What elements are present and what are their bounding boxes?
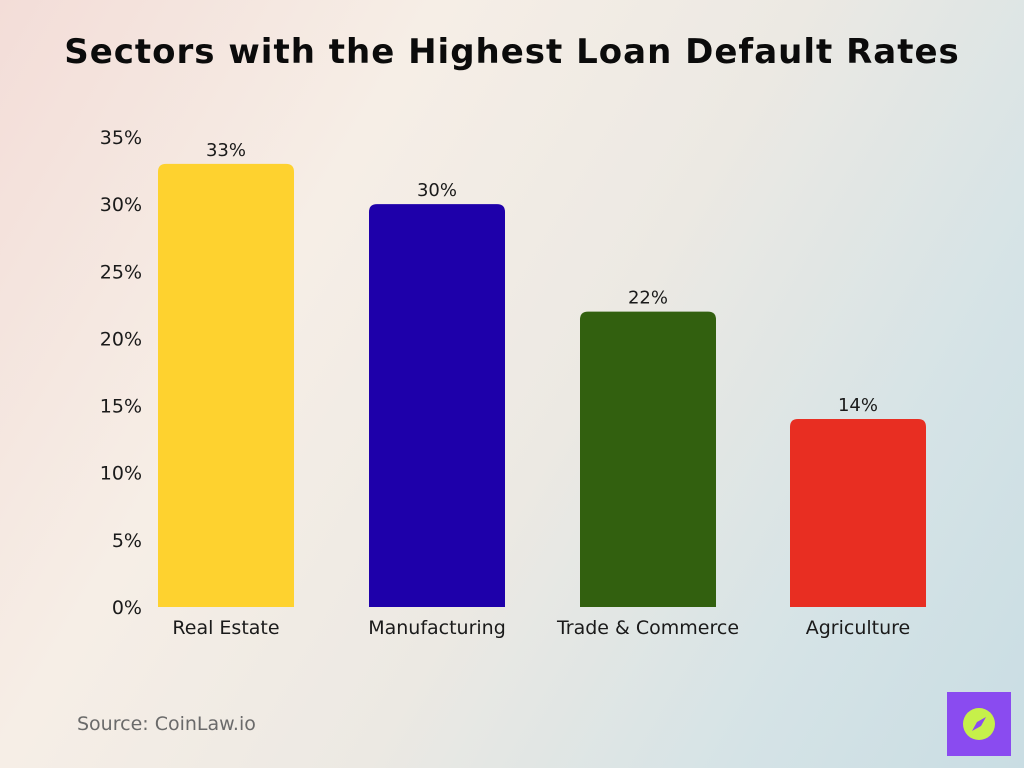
x-category-label: Trade & Commerce (556, 617, 739, 639)
x-axis: Real Estate Manufacturing Trade & Commerce… (172, 617, 910, 639)
bars (158, 163, 926, 607)
x-category-label: Agriculture (806, 617, 911, 639)
y-tick-label: 10% (100, 463, 142, 485)
x-category-label: Manufacturing (368, 617, 506, 639)
compass-icon (963, 708, 995, 740)
data-label: 30% (417, 180, 457, 201)
y-tick-label: 0% (112, 597, 142, 619)
data-label: 33% (206, 140, 246, 161)
brand-logo (947, 692, 1011, 756)
x-category-label: Real Estate (172, 617, 279, 639)
bar-trade-commerce (580, 311, 716, 607)
y-tick-label: 35% (100, 127, 142, 149)
data-label: 14% (838, 395, 878, 416)
y-axis: 0% 5% 10% 15% 20% 25% 30% 35% (100, 127, 142, 619)
y-tick-label: 20% (100, 328, 142, 350)
bar-manufacturing (369, 204, 505, 607)
y-tick-label: 30% (100, 194, 142, 216)
data-labels: 33% 30% 22% 14% (206, 140, 878, 416)
y-tick-label: 25% (100, 261, 142, 283)
source-caption: Source: CoinLaw.io (77, 713, 256, 735)
bar-agriculture (790, 419, 926, 607)
y-tick-label: 5% (112, 530, 142, 552)
data-label: 22% (628, 288, 668, 309)
chart-title: Sectors with the Highest Loan Default Ra… (64, 32, 960, 72)
y-tick-label: 15% (100, 396, 142, 418)
bar-real-estate (158, 163, 294, 607)
